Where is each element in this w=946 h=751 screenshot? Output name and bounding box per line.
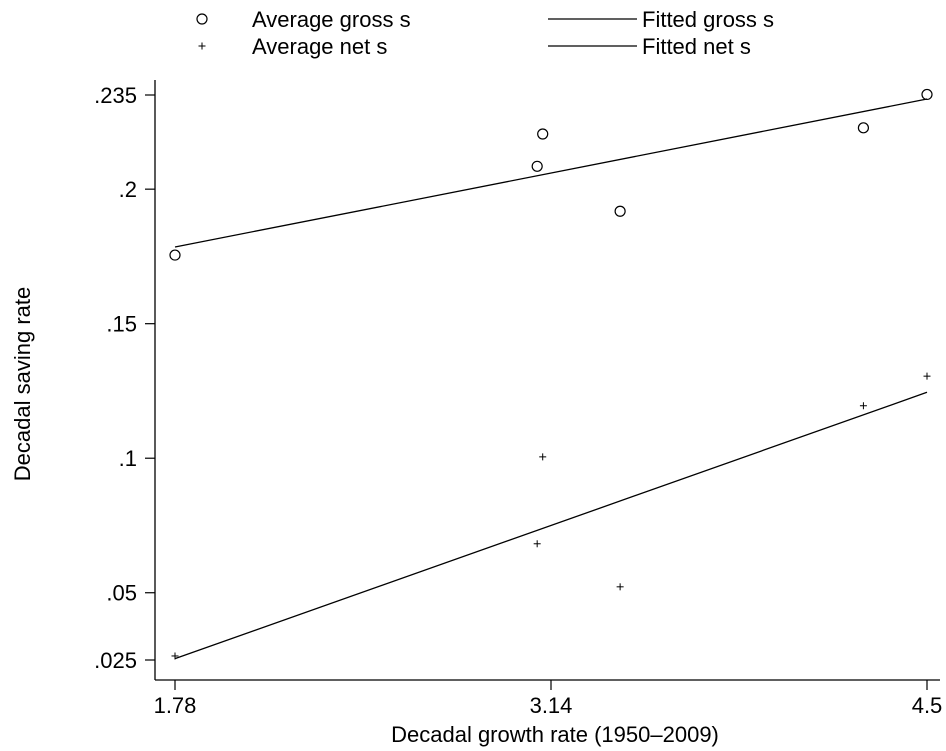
x-ticks: 1.78 3.14 4.5 — [154, 680, 943, 718]
data-point-circle — [169, 249, 181, 261]
legend-label: Average net s — [252, 34, 387, 59]
legend-marker-plus — [198, 42, 206, 50]
data-points — [169, 88, 933, 660]
y-tick-label: .025 — [94, 648, 137, 673]
x-tick-label: 3.14 — [530, 693, 573, 718]
data-point-circle — [921, 88, 933, 101]
y-tick-label: .05 — [106, 581, 137, 606]
legend-label: Fitted net s — [642, 34, 751, 59]
y-axis-label: Decadal saving rate — [10, 287, 35, 481]
axes — [154, 80, 940, 681]
y-tick-label: .1 — [119, 446, 137, 471]
x-tick-label: 1.78 — [154, 693, 197, 718]
y-tick-label: .2 — [119, 177, 137, 202]
data-point-plus — [616, 583, 624, 591]
data-point-plus — [533, 540, 541, 548]
fitted-line — [174, 98, 928, 248]
legend-marker-circle — [196, 13, 208, 25]
y-ticks: .025 .05 .1 .15 .2 .235 — [94, 83, 155, 673]
data-point-circle — [857, 122, 870, 134]
legend-label: Average gross s — [252, 7, 411, 32]
fitted-line — [174, 391, 928, 660]
x-axis-label: Decadal growth rate (1950–2009) — [391, 722, 719, 747]
legend-label: Fitted gross s — [642, 7, 774, 32]
fitted-lines — [174, 98, 928, 660]
data-point-circle — [614, 205, 626, 217]
y-tick-label: .15 — [106, 312, 137, 337]
data-point-plus — [859, 402, 867, 410]
data-point-circle — [531, 160, 543, 172]
data-point-plus — [539, 453, 547, 461]
data-point-plus — [923, 372, 931, 380]
y-tick-label: .235 — [94, 83, 137, 108]
data-point-plus — [171, 652, 179, 660]
x-tick-label: 4.5 — [912, 693, 943, 718]
data-point-circle — [537, 128, 549, 140]
